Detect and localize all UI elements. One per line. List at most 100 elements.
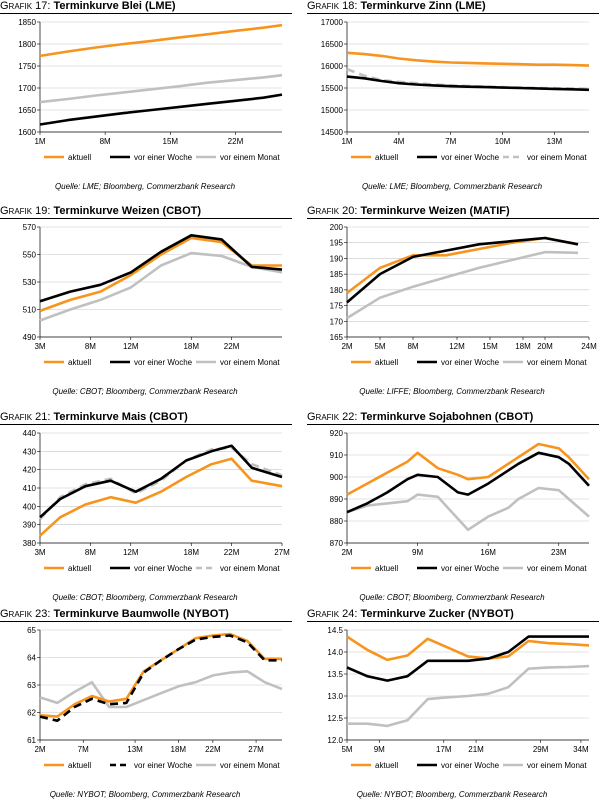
y-tick-label: 1800 [18, 40, 36, 49]
legend-label-aktuell: aktuell [375, 153, 398, 162]
x-tick-label: 34M [573, 745, 589, 754]
x-tick-label: 17M [436, 745, 452, 754]
legend-label-aktuell: aktuell [68, 564, 91, 573]
series-line-woche [346, 75, 590, 92]
legend-label-woche: vor einer Woche [441, 153, 500, 162]
legend-label-monat: vor einem Monat [527, 564, 587, 573]
source-note: Quelle: LIFFE; Bloomberg, Commerzbank Re… [359, 387, 545, 396]
series-line-woche [39, 93, 283, 126]
x-tick-label: 9M [374, 745, 385, 754]
chart-number-label: Grafik 22: [307, 411, 358, 423]
chart-panel-sojabohnen: Grafik 22: Terminkurve Sojabohnen (CBOT)… [307, 411, 599, 611]
legend-label-monat: vor einem Monat [220, 564, 280, 573]
chart-number-label: Grafik 21: [0, 411, 51, 423]
line-chart: 490 510 530 550 570 3M 8M 12M 18M 22M aktuell vor e… [23, 223, 283, 367]
chart-number-label: Grafik 20: [307, 205, 358, 217]
source-note: Quelle: CBOT; Bloomberg, Commerzbank Res… [52, 387, 238, 396]
x-tick-label: 27M [248, 745, 264, 754]
chart-title-text: Terminkurve Baumwolle (NYBOT) [53, 608, 229, 620]
legend-label-aktuell: aktuell [375, 564, 398, 573]
chart-title-text: Terminkurve Weizen (CBOT) [53, 205, 202, 217]
x-tick-label: 7M [445, 137, 456, 146]
line-chart: 12.0 12.5 13.0 13.5 14.0 14.5 5M 9M 17M 21M 29M 34M… [327, 626, 590, 770]
y-tick-label: 13.5 [327, 670, 343, 679]
x-tick-label: 1M [341, 137, 352, 146]
x-tick-label: 18M [515, 342, 531, 351]
legend-label-woche: vor einer Woche [134, 564, 193, 573]
series-line-woche [346, 635, 589, 682]
chart-title: Grafik 24: Terminkurve Zucker (NYBOT) [307, 608, 599, 620]
x-tick-label: 5M [341, 745, 352, 754]
legend-label-monat: vor einem Monat [220, 153, 280, 162]
source-note: Quelle: NYBOT; Bloomberg, Commerzbank Re… [49, 790, 241, 799]
x-tick-label: 29M [533, 745, 549, 754]
legend-label-woche: vor einer Woche [441, 358, 500, 367]
x-tick-label: 18M [171, 745, 187, 754]
y-tick-label: 15000 [321, 106, 344, 115]
y-tick-label: 420 [23, 466, 37, 475]
source-note: Quelle: CBOT; Bloomberg, Commerzbank Res… [52, 593, 238, 602]
y-tick-label: 530 [23, 278, 37, 287]
y-tick-label: 880 [330, 517, 344, 526]
x-tick-label: 22M [228, 137, 244, 146]
y-tick-label: 195 [330, 239, 344, 248]
x-tick-label: 8M [85, 342, 96, 351]
chart-title: Grafik 17: Terminkurve Blei (LME) [0, 0, 295, 12]
series-line-monat [346, 250, 579, 320]
y-tick-label: 1600 [18, 128, 36, 137]
x-tick-label: 18M [183, 548, 199, 557]
series-line-aktuell [346, 635, 590, 662]
x-tick-label: 8M [100, 137, 111, 146]
x-tick-label: 10M [495, 137, 511, 146]
y-tick-label: 16500 [321, 40, 344, 49]
chart-panel-weizen-matif: Grafik 20: Terminkurve Weizen (MATIF) 165… [307, 205, 599, 405]
legend-label-woche: vor einer Woche [134, 761, 193, 770]
chart-title-text: Terminkurve Blei (LME) [53, 0, 176, 12]
chart-number-label: Grafik 24: [307, 608, 358, 620]
source-note: Quelle: LME; Bloomberg, Commerzbank Rese… [361, 182, 543, 191]
y-tick-label: 12.5 [327, 714, 343, 723]
legend-label-monat: vor einem Monat [220, 358, 280, 367]
y-tick-label: 550 [23, 251, 37, 260]
series-line-woche [39, 634, 282, 722]
x-tick-label: 8M [407, 342, 418, 351]
line-chart: 1600 1650 1700 1750 1800 1850 1M 8M 15M 22M aktuel… [18, 18, 283, 162]
y-tick-label: 16000 [321, 62, 344, 71]
line-chart: 870 880 890 900 910 920 2M 9M 16M 23M aktuell vor e… [330, 429, 590, 573]
y-tick-label: 175 [330, 302, 344, 311]
series-line-aktuell [39, 457, 283, 537]
series-line-monat [39, 669, 283, 709]
chart-number-label: Grafik 23: [0, 608, 51, 620]
legend-label-woche: vor einer Woche [441, 564, 500, 573]
title-rule [307, 621, 599, 622]
x-tick-label: 9M [412, 548, 423, 557]
legend-label-monat: vor einem Monat [527, 761, 587, 770]
y-tick-label: 1650 [18, 106, 36, 115]
y-tick-label: 1750 [18, 62, 36, 71]
chart-panel-zinn: Grafik 18: Terminkurve Zinn (LME) 14500 15… [307, 0, 599, 200]
y-tick-label: 570 [23, 223, 37, 232]
x-tick-label: 3M [34, 548, 45, 557]
x-tick-label: 18M [183, 342, 199, 351]
legend-label-aktuell: aktuell [375, 761, 398, 770]
chart-title: Grafik 23: Terminkurve Baumwolle (NYBOT) [0, 608, 295, 620]
chart-title-text: Terminkurve Weizen (MATIF) [360, 205, 510, 217]
x-tick-label: 5M [374, 342, 385, 351]
y-tick-label: 12.0 [327, 736, 343, 745]
title-rule [0, 218, 292, 219]
series-line-monat [39, 251, 283, 322]
chart-title-text: Terminkurve Zinn (LME) [360, 0, 486, 12]
chart-title: Grafik 20: Terminkurve Weizen (MATIF) [307, 205, 599, 217]
y-tick-label: 430 [23, 447, 37, 456]
y-tick-label: 900 [330, 473, 344, 482]
x-tick-label: 2M [341, 342, 352, 351]
y-tick-label: 1700 [18, 84, 36, 93]
title-rule [307, 218, 599, 219]
title-rule [0, 621, 292, 622]
x-tick-label: 12M [123, 342, 139, 351]
y-tick-label: 510 [23, 306, 37, 315]
x-tick-label: 13M [127, 745, 143, 754]
line-chart: 165 170 175 180 185 190 195 200 2M 5M 8M 12M 15M 18M 2… [330, 223, 597, 367]
y-tick-label: 190 [330, 254, 344, 263]
chart-panel-mais: Grafik 21: Terminkurve Mais (CBOT) 380 390… [0, 411, 292, 611]
